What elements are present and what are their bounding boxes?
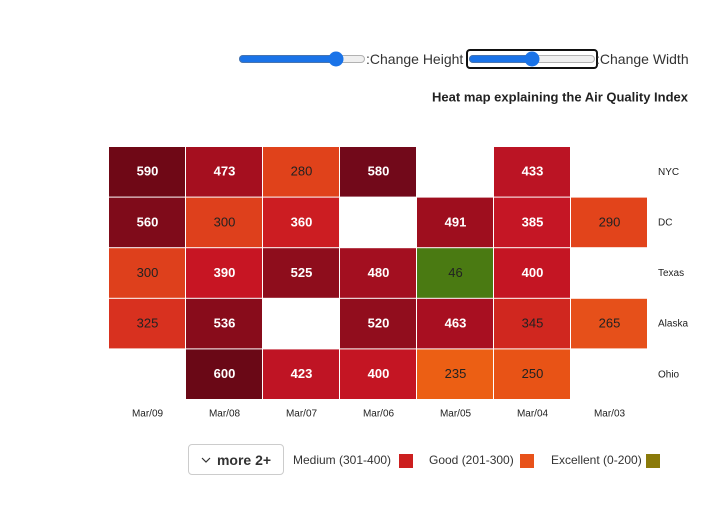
cell-label: 423 [291, 366, 313, 381]
cell-label: 300 [137, 265, 159, 280]
legend-label: Excellent (0-200) [551, 453, 642, 467]
heat-cell [186, 349, 262, 399]
heat-cell [109, 197, 185, 248]
cell-label: 290 [599, 214, 621, 229]
heat-cell [417, 349, 493, 399]
height-slider[interactable] [238, 51, 366, 67]
x-tick-label: Mar/03 [594, 409, 626, 420]
y-tick-label: Alaska [658, 319, 688, 330]
x-tick-label: Mar/06 [363, 409, 395, 420]
cell-label: 235 [445, 366, 467, 381]
heat-cell [417, 197, 493, 248]
heat-cell [186, 298, 262, 349]
width-control: :Change Width [466, 49, 689, 69]
cell-label: 300 [214, 214, 236, 229]
heat-cell [494, 147, 570, 197]
cell-label: 400 [368, 366, 390, 381]
x-tick-label: Mar/05 [440, 409, 472, 420]
cell-label: 600 [214, 366, 236, 381]
legend-swatch [399, 454, 413, 468]
x-tick-label: Mar/08 [209, 409, 241, 420]
cell-label: 580 [368, 164, 390, 179]
heat-cell [494, 197, 570, 248]
cell-label: 560 [137, 214, 159, 229]
cell-label: 325 [137, 316, 159, 331]
legend-label: Good (201-300) [429, 453, 514, 467]
cell-label: 473 [214, 164, 236, 179]
legend-swatch [646, 454, 660, 468]
chevron-icon [201, 457, 211, 463]
heat-cell [340, 147, 416, 197]
heat-cell [340, 349, 416, 399]
heat-cell [263, 248, 339, 298]
heat-cell [109, 298, 185, 349]
cell-label: 280 [291, 164, 313, 179]
y-tick-label: DC [658, 218, 672, 229]
cell-label: 590 [137, 164, 159, 179]
cell-label: 400 [522, 265, 544, 280]
cell-label: 385 [522, 214, 544, 229]
heat-cell [571, 197, 647, 248]
x-tick-label: Mar/09 [132, 409, 164, 420]
cell-label: 390 [214, 265, 236, 280]
y-tick-label: NYC [658, 167, 679, 178]
heat-cell [417, 298, 493, 349]
x-tick-label: Mar/07 [286, 409, 318, 420]
x-tick-label: Mar/04 [517, 409, 549, 420]
heat-cell [340, 248, 416, 298]
heat-cell [494, 298, 570, 349]
height-label: :Change Height [366, 51, 464, 67]
heat-cell [263, 147, 339, 197]
heat-cell [571, 298, 647, 349]
legend-label: Medium (301-400) [293, 453, 391, 467]
cell-label: 433 [522, 164, 544, 179]
more-button[interactable]: more 2+ [188, 444, 284, 475]
cell-label: 480 [368, 265, 390, 280]
heat-cell [109, 248, 185, 298]
heat-cell [340, 298, 416, 349]
cell-label: 265 [599, 316, 621, 331]
y-tick-label: Ohio [658, 369, 680, 380]
width-slider[interactable] [466, 49, 598, 69]
cell-label: 46 [448, 265, 462, 280]
heat-cell [494, 349, 570, 399]
cell-label: 536 [214, 316, 236, 331]
legend-swatch [520, 454, 534, 468]
cell-label: 491 [445, 214, 467, 229]
heat-cell [109, 147, 185, 197]
heat-cell [186, 147, 262, 197]
cell-label: 250 [522, 366, 544, 381]
height-control: :Change Height [238, 50, 463, 68]
cell-label: 525 [291, 265, 313, 280]
cell-label: 360 [291, 214, 313, 229]
heat-cell [186, 197, 262, 248]
heat-cell [494, 248, 570, 298]
cell-label: 520 [368, 316, 390, 331]
heat-cell [263, 349, 339, 399]
chart-title: Heat map explaining the Air Quality Inde… [432, 89, 689, 104]
y-tick-label: Texas [658, 268, 684, 279]
width-label: :Change Width [596, 51, 689, 67]
more-label: more 2+ [216, 451, 272, 468]
heat-cell [263, 197, 339, 248]
cell-label: 463 [445, 316, 467, 331]
heat-cell [417, 248, 493, 298]
heat-cell [186, 248, 262, 298]
cell-label: 345 [522, 316, 544, 331]
